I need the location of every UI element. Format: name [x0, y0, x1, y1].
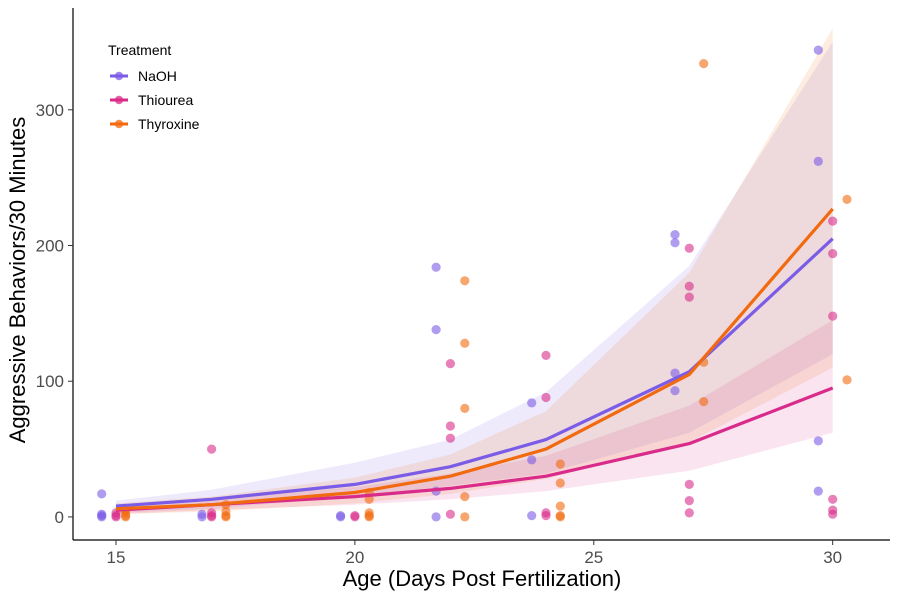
thiourea-data-point — [828, 311, 838, 321]
naoh-data-point — [813, 436, 823, 446]
thiourea-data-point — [684, 292, 694, 302]
naoh-confidence-band — [116, 41, 833, 513]
thiourea-data-point — [541, 510, 551, 521]
y-tick-label: 300 — [36, 101, 64, 120]
thyroxine-data-point — [460, 276, 470, 286]
thyroxine-data-point — [121, 512, 131, 522]
thiourea-data-point — [445, 509, 455, 519]
thiourea-data-point — [684, 281, 694, 291]
thyroxine-data-point — [699, 397, 709, 407]
naoh-data-point — [670, 386, 680, 396]
axes: 15 20 25 30 0 100 200 300 — [36, 8, 890, 567]
naoh-data-point — [431, 325, 441, 335]
naoh-data-point — [431, 512, 441, 522]
naoh-data-point — [197, 512, 207, 522]
naoh-data-point — [527, 510, 537, 521]
x-axis-title: Age (Days Post Fertilization) — [343, 566, 622, 591]
y-ticks: 0 100 200 300 — [36, 101, 73, 527]
x-tick-label: 20 — [345, 548, 364, 567]
x-tick-label: 15 — [107, 548, 126, 567]
thyroxine-data-point — [460, 403, 470, 413]
thiourea-data-point — [207, 444, 217, 454]
naoh-data-point — [97, 489, 107, 499]
naoh-data-point — [431, 262, 441, 272]
naoh-data-point — [527, 398, 537, 408]
thyroxine-data-point — [842, 194, 852, 204]
thiourea-data-point — [445, 359, 455, 369]
naoh-data-point — [813, 486, 823, 496]
x-tick-label: 30 — [823, 548, 842, 567]
legend-title: Treatment — [108, 42, 171, 58]
thiourea-data-point — [828, 216, 838, 226]
thyroxine-data-point — [364, 512, 374, 522]
thiourea-data-point — [828, 509, 838, 519]
naoh-data-point — [97, 512, 107, 522]
naoh-legend-marker — [114, 71, 124, 81]
x-tick-label: 25 — [584, 548, 603, 567]
thyroxine-data-point — [555, 512, 565, 522]
thiourea-data-point — [445, 433, 455, 443]
thiourea-data-point — [684, 479, 694, 489]
thiourea-confidence-band — [116, 320, 833, 515]
thiourea-data-point — [445, 421, 455, 431]
thiourea-data-point — [111, 512, 121, 522]
thyroxine-data-point — [555, 501, 565, 511]
thiourea-legend-marker — [114, 95, 124, 105]
thyroxine-data-point — [460, 512, 470, 522]
data-points — [97, 45, 852, 522]
naoh-data-point — [813, 156, 823, 166]
thiourea-data-point — [541, 350, 551, 360]
naoh-fit-line — [115, 237, 834, 508]
thyroxine-data-point — [699, 59, 709, 69]
y-axis-title: Aggressive Behaviors/30 Minutes — [5, 117, 30, 444]
naoh-data-point — [670, 230, 680, 240]
naoh-data-point — [670, 368, 680, 378]
thiourea-data-point — [207, 512, 217, 522]
thyroxine-data-point — [221, 512, 231, 522]
thiourea-data-point — [828, 494, 838, 504]
naoh-data-point — [670, 238, 680, 248]
thyroxine-data-point — [555, 478, 565, 488]
thiourea-legend-label: Thiourea — [138, 92, 193, 108]
naoh-data-point — [336, 512, 346, 522]
x-ticks: 15 20 25 30 — [107, 540, 842, 567]
thiourea-data-point — [828, 249, 838, 259]
thiourea-data-point — [541, 392, 551, 403]
y-tick-label: 200 — [36, 237, 64, 256]
naoh-data-point — [527, 455, 537, 465]
thyroxine-legend-marker — [114, 119, 124, 129]
fit-lines — [115, 207, 834, 512]
thyroxine-data-point — [460, 338, 470, 348]
thiourea-data-point — [684, 243, 694, 253]
y-tick-label: 100 — [36, 372, 64, 391]
thyroxine-fit-line — [115, 207, 834, 511]
thyroxine-data-point — [555, 459, 565, 469]
thiourea-data-point — [684, 508, 694, 518]
legend: Treatment NaOH Thiourea Thyroxine — [108, 42, 200, 132]
thyroxine-data-point — [460, 492, 470, 502]
naoh-data-point — [813, 45, 823, 55]
thiourea-data-point — [350, 512, 360, 522]
naoh-legend-label: NaOH — [138, 68, 177, 84]
thiourea-data-point — [684, 496, 694, 506]
thyroxine-legend-label: Thyroxine — [138, 116, 200, 132]
thyroxine-data-point — [842, 375, 852, 385]
y-tick-label: 0 — [55, 508, 64, 527]
